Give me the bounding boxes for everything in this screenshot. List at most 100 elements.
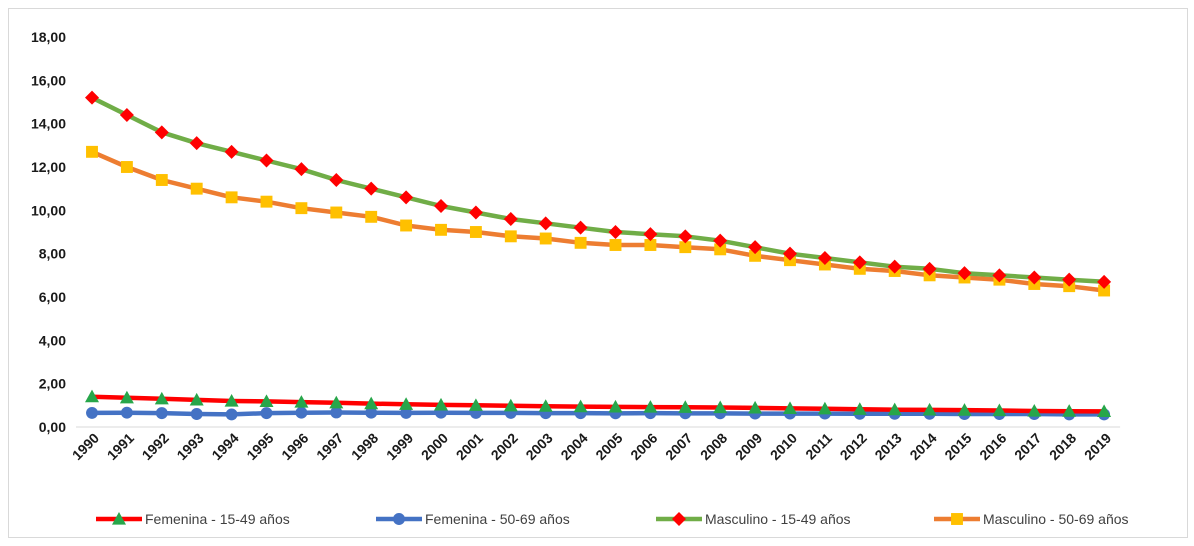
circle-marker bbox=[155, 407, 168, 420]
square-marker bbox=[190, 182, 203, 195]
series-line bbox=[91, 394, 1105, 414]
y-tick-label: 12,00 bbox=[31, 159, 66, 175]
x-tick-label: 2016 bbox=[976, 430, 1009, 463]
square-marker bbox=[504, 230, 517, 243]
x-tick-label: 1998 bbox=[348, 430, 381, 463]
x-tick-label: 1996 bbox=[278, 430, 311, 463]
x-tick-label: 1993 bbox=[173, 430, 206, 463]
triangle-marker bbox=[817, 401, 832, 415]
diamond-marker bbox=[672, 512, 686, 526]
x-tick-label: 2018 bbox=[1046, 430, 1079, 463]
square-marker bbox=[749, 249, 762, 262]
diamond-marker bbox=[294, 162, 309, 177]
diamond-marker bbox=[434, 199, 448, 213]
diamond-marker bbox=[713, 233, 728, 248]
triangle-marker bbox=[783, 401, 797, 414]
triangle-marker bbox=[1027, 403, 1042, 417]
series-0 bbox=[85, 389, 1112, 417]
y-tick-label: 18,00 bbox=[31, 29, 66, 45]
diamond-marker bbox=[852, 255, 867, 270]
circle-marker bbox=[190, 408, 203, 420]
x-tick-label: 2003 bbox=[522, 430, 555, 463]
square-marker bbox=[714, 243, 727, 256]
x-tick-label: 1995 bbox=[243, 430, 276, 463]
series-2 bbox=[85, 90, 1112, 289]
diamond-marker bbox=[608, 225, 623, 239]
square-marker bbox=[951, 513, 963, 525]
square-marker bbox=[86, 145, 98, 158]
diamond-marker bbox=[573, 220, 588, 235]
triangle-marker bbox=[468, 398, 483, 411]
x-tick-label: 2011 bbox=[802, 430, 835, 463]
diamond-marker bbox=[119, 108, 134, 122]
legend: Femenina - 15-49 años Femenina - 50-69 añ… bbox=[96, 511, 1129, 527]
triangle-marker bbox=[189, 392, 204, 406]
square-marker bbox=[435, 223, 447, 236]
triangle-marker bbox=[608, 399, 623, 413]
triangle-marker bbox=[957, 403, 972, 416]
x-tick-label: 2004 bbox=[557, 430, 590, 463]
diamond-marker bbox=[224, 144, 239, 159]
x-tick-label: 2012 bbox=[837, 430, 870, 463]
x-tick-label: 2013 bbox=[871, 430, 904, 463]
x-tick-label: 1991 bbox=[104, 430, 137, 463]
square-marker bbox=[330, 206, 343, 219]
diamond-marker bbox=[364, 181, 379, 196]
x-tick-label: 2009 bbox=[732, 430, 765, 463]
triangle-marker bbox=[503, 398, 518, 412]
square-marker bbox=[609, 239, 622, 251]
x-tick-label: 2001 bbox=[453, 430, 486, 463]
x-axis: 1990 1991 1992 1993 1994 1995 1996 1997 1998 1999… bbox=[69, 430, 1115, 463]
diamond-marker bbox=[538, 216, 553, 231]
diamond-marker bbox=[503, 212, 518, 226]
triangle-marker bbox=[85, 389, 99, 403]
triangle-marker bbox=[887, 402, 902, 416]
y-tick-label: 2,00 bbox=[39, 376, 66, 392]
diamond-marker bbox=[1027, 270, 1042, 285]
y-tick-label: 10,00 bbox=[31, 202, 66, 218]
x-tick-label: 2017 bbox=[1011, 430, 1044, 463]
series-line bbox=[91, 95, 1105, 285]
diamond-marker bbox=[678, 229, 693, 244]
circle-marker bbox=[393, 513, 405, 525]
triangle-marker bbox=[112, 512, 126, 525]
triangle-marker bbox=[399, 397, 414, 410]
square-marker bbox=[679, 241, 692, 254]
triangle-marker bbox=[224, 394, 239, 407]
circle-marker bbox=[120, 406, 133, 419]
triangle-marker bbox=[294, 395, 309, 408]
triangle-marker bbox=[538, 399, 553, 412]
triangle-marker bbox=[329, 395, 344, 409]
triangle-marker bbox=[713, 400, 728, 414]
x-tick-label: 2007 bbox=[662, 430, 695, 463]
x-tick-label: 2006 bbox=[627, 430, 660, 463]
triangle-marker bbox=[434, 397, 448, 411]
series-line bbox=[91, 410, 1105, 417]
diamond-marker bbox=[189, 136, 204, 151]
legend-label: Masculino - 15-49 años bbox=[705, 511, 851, 527]
square-marker bbox=[155, 174, 168, 186]
square-marker bbox=[400, 219, 413, 232]
x-tick-label: 2019 bbox=[1081, 430, 1114, 463]
triangle-marker bbox=[992, 403, 1007, 417]
x-tick-label: 2015 bbox=[941, 430, 974, 463]
circle-marker bbox=[86, 406, 98, 419]
diamond-marker bbox=[922, 261, 937, 276]
diamond-marker bbox=[468, 205, 483, 220]
triangle-marker bbox=[678, 400, 693, 413]
x-tick-label: 2008 bbox=[697, 430, 730, 463]
diamond-marker bbox=[329, 173, 344, 187]
square-marker bbox=[1098, 284, 1111, 297]
diamond-marker bbox=[154, 125, 169, 140]
diamond-marker bbox=[817, 251, 832, 265]
diamond-marker bbox=[957, 266, 972, 281]
diamond-marker bbox=[1097, 274, 1112, 289]
circle-marker bbox=[365, 406, 378, 419]
y-tick-label: 0,00 bbox=[39, 419, 66, 435]
triangle-marker bbox=[154, 391, 169, 405]
square-marker bbox=[295, 202, 308, 215]
diamond-marker bbox=[399, 190, 414, 205]
square-marker bbox=[469, 226, 482, 238]
triangle-marker bbox=[922, 402, 937, 416]
